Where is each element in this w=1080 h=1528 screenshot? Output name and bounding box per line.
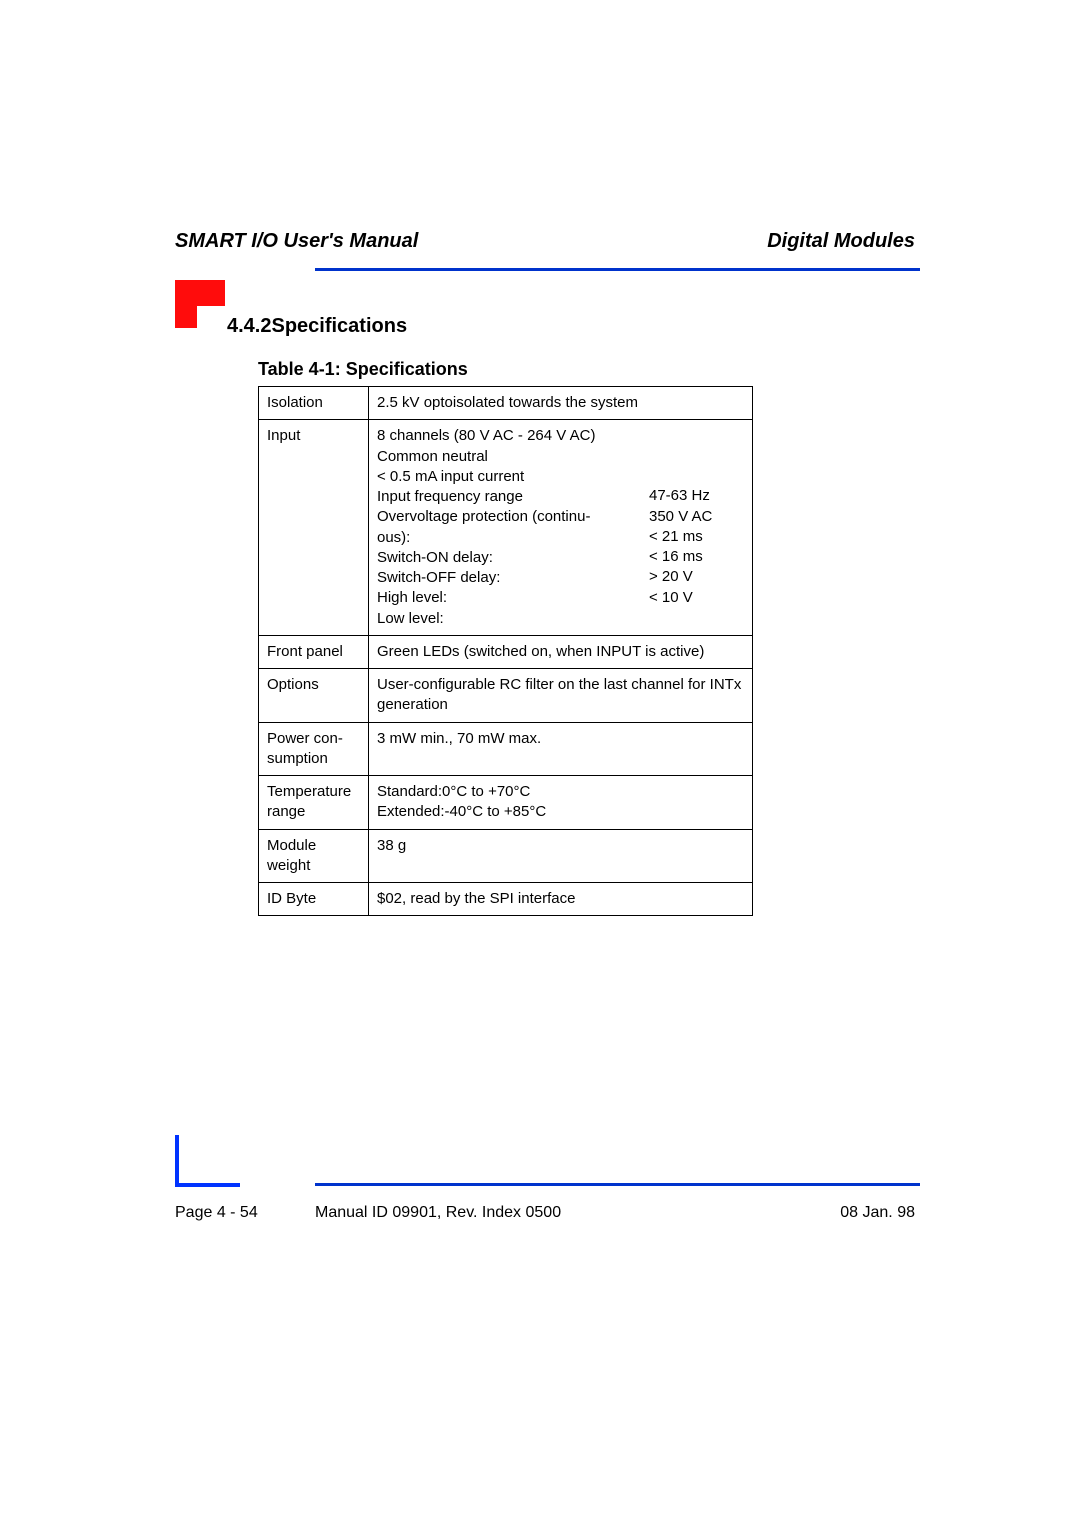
footer-corner-icon [175,1135,240,1187]
row-label: Input [259,420,369,636]
brand-corner-icon [175,280,225,330]
row-value: 2.5 kV optoisolated towards the system [369,387,753,420]
row-label: Temperature range [259,776,369,830]
row-label: ID Byte [259,883,369,916]
header-rule [315,268,920,271]
header-right: Digital Modules [767,230,915,253]
table-caption: Table 4-1: Specifications [258,359,468,380]
input-left-lines: 8 channels (80 V AC - 264 V AC) Common n… [377,426,649,629]
row-value: 3 mW min., 70 mW max. [369,722,753,776]
page-footer: Page 4 - 54 Manual ID 09901, Rev. Index … [175,1204,915,1222]
header-left: SMART I/O User's Manual [175,230,418,253]
table-row: Front panel Green LEDs (switched on, whe… [259,635,753,668]
row-label: Module weight [259,829,369,883]
row-label: Isolation [259,387,369,420]
row-value: Green LEDs (switched on, when INPUT is a… [369,635,753,668]
table-row: Input 8 channels (80 V AC - 264 V AC) Co… [259,420,753,636]
row-value: 8 channels (80 V AC - 264 V AC) Common n… [369,420,753,636]
specifications-table: Isolation 2.5 kV optoisolated towards th… [258,386,753,916]
footer-doc: Manual ID 09901, Rev. Index 0500 [315,1204,840,1222]
table-row: Power con- sumption 3 mW min., 70 mW max… [259,722,753,776]
row-label: Power con- sumption [259,722,369,776]
page-header: SMART I/O User's Manual Digital Modules [175,230,915,253]
row-value: $02, read by the SPI interface [369,883,753,916]
section-heading: 4.4.2Specifications [227,315,407,338]
table-row: ID Byte $02, read by the SPI interface [259,883,753,916]
row-value: User-configurable RC filter on the last … [369,669,753,723]
table-row: Module weight 38 g [259,829,753,883]
section-title: Specifications [271,315,407,337]
row-value: Standard:0°C to +70°C Extended:-40°C to … [369,776,753,830]
table-row: Temperature range Standard:0°C to +70°C … [259,776,753,830]
row-value: 38 g [369,829,753,883]
row-label: Options [259,669,369,723]
table-row: Isolation 2.5 kV optoisolated towards th… [259,387,753,420]
table-row: Options User-configurable RC filter on t… [259,669,753,723]
footer-date: 08 Jan. 98 [840,1204,915,1222]
row-label: Front panel [259,635,369,668]
section-number: 4.4.2 [227,315,271,337]
footer-page: Page 4 - 54 [175,1204,315,1222]
footer-rule [315,1183,920,1186]
input-right-lines: 47-63 Hz 350 V AC < 21 ms < 16 ms > 20 V… [649,426,744,629]
